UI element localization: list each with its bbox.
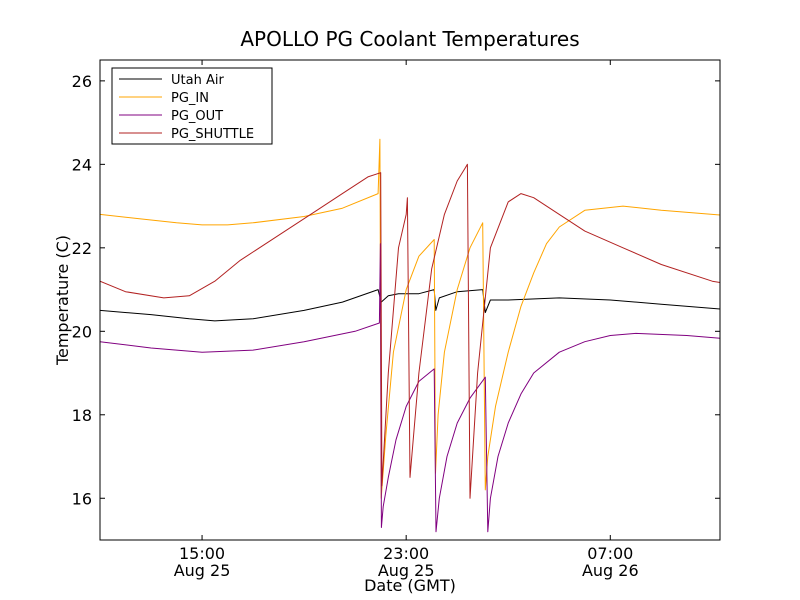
y-tick-label: 20: [72, 322, 92, 341]
y-tick-label: 24: [72, 155, 92, 174]
y-tick-label: 22: [72, 239, 92, 258]
plot-frame: [99, 59, 721, 541]
y-tick-label: 16: [72, 489, 92, 508]
y-axis-label: Temperature (C): [53, 235, 72, 366]
x-tick-time-label: 07:00: [587, 544, 633, 563]
legend: Utah Air PG_IN PG_OUT PG_SHUTTLE: [111, 67, 273, 145]
legend-label: PG_SHUTTLE: [171, 127, 254, 142]
legend-frame: [111, 67, 273, 145]
series-layer: [100, 138, 720, 533]
x-tick-time-label: 23:00: [383, 544, 429, 563]
x-axis-label: Date (GMT): [364, 576, 456, 595]
y-tick-label: 26: [72, 72, 92, 91]
x-tick-date-label: Aug 26: [582, 561, 639, 580]
x-tick-date-label: Aug 25: [174, 561, 231, 580]
legend-label: PG_IN: [171, 91, 209, 106]
y-tick-label: 18: [72, 406, 92, 425]
chart-title: APOLLO PG Coolant Temperatures: [240, 27, 579, 51]
legend-label: Utah Air: [171, 73, 224, 88]
x-tick-date-label: Aug 25: [378, 561, 435, 580]
series-line-utah-air: [100, 289, 720, 322]
legend-label: PG_OUT: [171, 109, 223, 124]
x-tick-time-label: 15:00: [179, 544, 225, 563]
series-line-pg-out: [100, 243, 720, 533]
series-line-pg-shuttle: [100, 163, 720, 499]
